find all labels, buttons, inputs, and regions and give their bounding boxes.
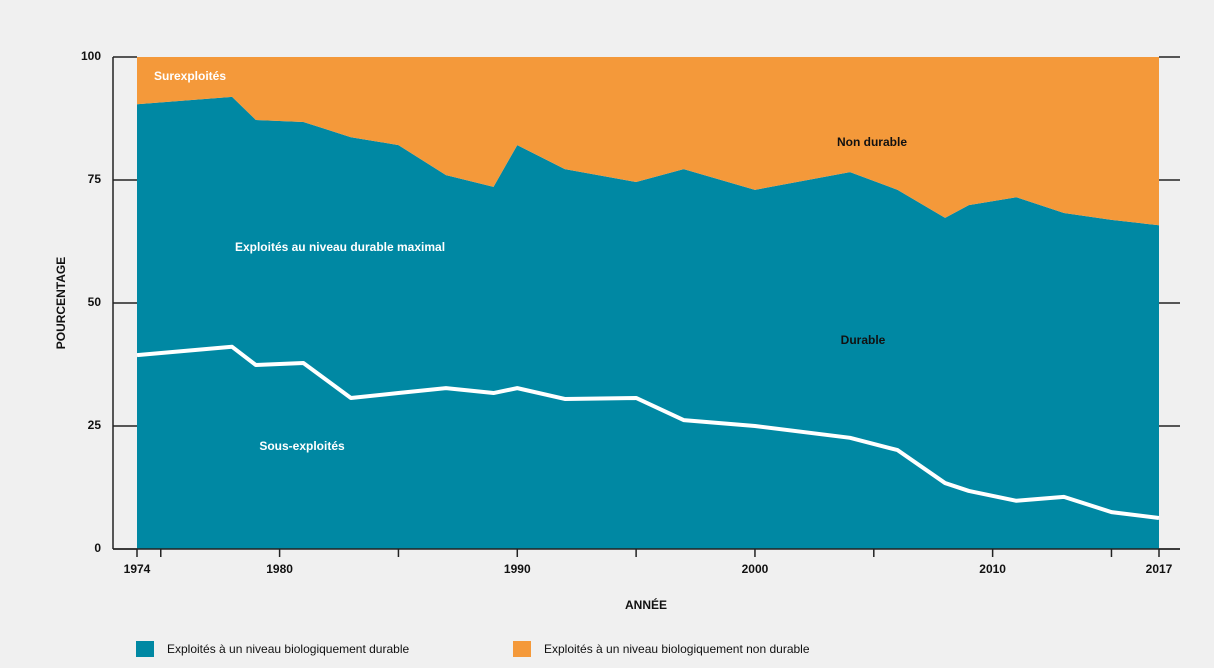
legend-swatch [513,641,531,657]
annotation: Sous-exploités [259,439,345,453]
x-axis-label: ANNÉE [625,597,667,612]
area [137,57,1159,226]
x-tick-label: 2017 [1146,562,1173,576]
y-tick-label: 100 [81,49,101,63]
x-tick-label: 2000 [742,562,769,576]
x-tick-label: 2010 [979,562,1006,576]
line [136,344,1160,520]
y-tick-label: 50 [88,295,102,309]
x-tick-label: 1990 [504,562,531,576]
annotation: Surexploités [154,69,226,83]
annotation: Non durable [837,135,907,149]
legend-label: Exploités à un niveau biologiquement dur… [167,642,409,656]
legend-swatch [136,641,154,657]
y-tick-label: 75 [88,172,102,186]
area [137,96,1159,550]
annotation: Durable [841,333,886,347]
legend-label: Exploités à un niveau biologiquement non… [544,642,810,656]
y-tick-label: 25 [88,418,102,432]
x-tick-label: 1974 [124,562,151,576]
x-tick-label: 1980 [266,562,293,576]
y-axis-label: POURCENTAGE [54,257,68,349]
y-tick-label: 0 [94,541,101,555]
annotation: Exploités au niveau durable maximal [235,240,445,254]
